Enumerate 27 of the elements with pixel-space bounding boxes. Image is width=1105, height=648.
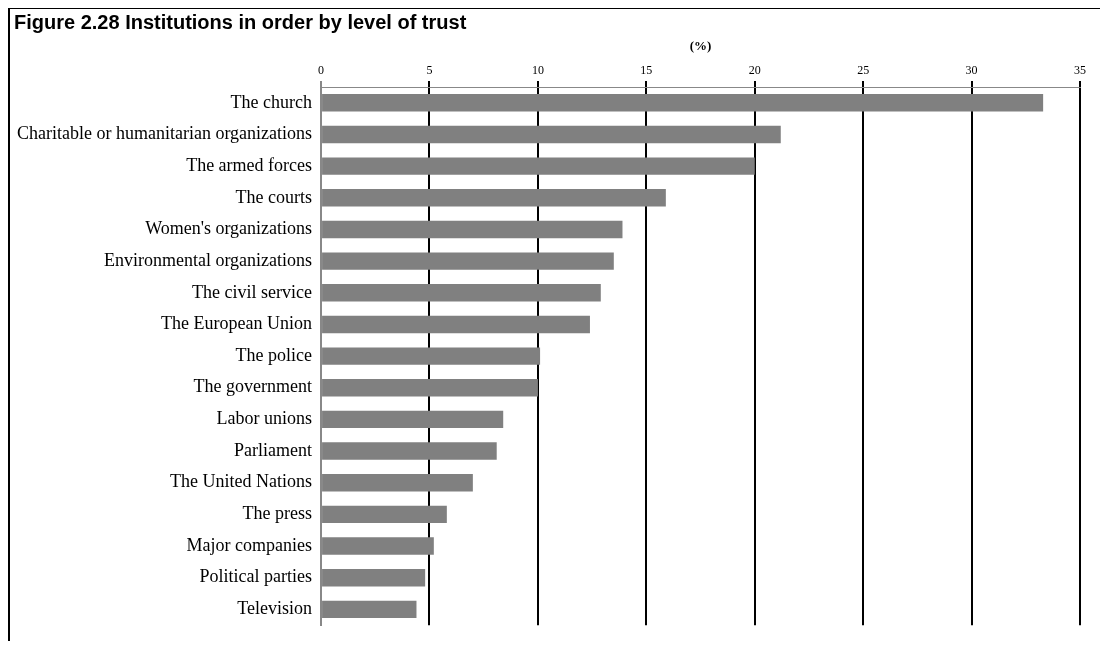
x-tick-label: 10 xyxy=(531,62,544,77)
y-tick-label: The civil service xyxy=(192,281,313,302)
y-tick-label: Labor unions xyxy=(216,408,313,429)
y-tick-label: The church xyxy=(230,91,313,112)
y-tick-label: Political parties xyxy=(199,566,313,587)
x-tick-label: 0 xyxy=(318,62,325,77)
y-tick-label: The armed forces xyxy=(186,154,313,175)
x-tick-label: 20 xyxy=(748,62,761,77)
y-tick-label: Major companies xyxy=(186,534,313,555)
x-tick-label: 15 xyxy=(640,62,653,77)
y-tick-label: The government xyxy=(193,376,313,397)
y-tick-label: Environmental organizations xyxy=(103,249,313,270)
y-tick-label: The press xyxy=(242,503,313,524)
y-tick-label: Parliament xyxy=(234,439,313,460)
y-tick-label: Charitable or humanitarian organizations xyxy=(17,123,313,144)
y-tick-label: The European Union xyxy=(161,313,313,334)
y-tick-label: The police xyxy=(235,344,313,365)
y-tick-label: The United Nations xyxy=(170,471,313,492)
y-tick-label: Television xyxy=(237,598,313,619)
x-tick-label: 25 xyxy=(857,62,870,77)
x-tick-label: 30 xyxy=(965,62,978,77)
chart-title: Figure 2.28 Institutions in order by level of trust xyxy=(14,10,467,33)
x-tick-label: 35 xyxy=(1074,62,1086,77)
y-tick-label: The courts xyxy=(235,186,313,207)
y-tick-label: Women's organizations xyxy=(145,218,313,239)
x-tick-label: 5 xyxy=(426,62,433,77)
x-axis-title: (%) xyxy=(689,38,712,54)
